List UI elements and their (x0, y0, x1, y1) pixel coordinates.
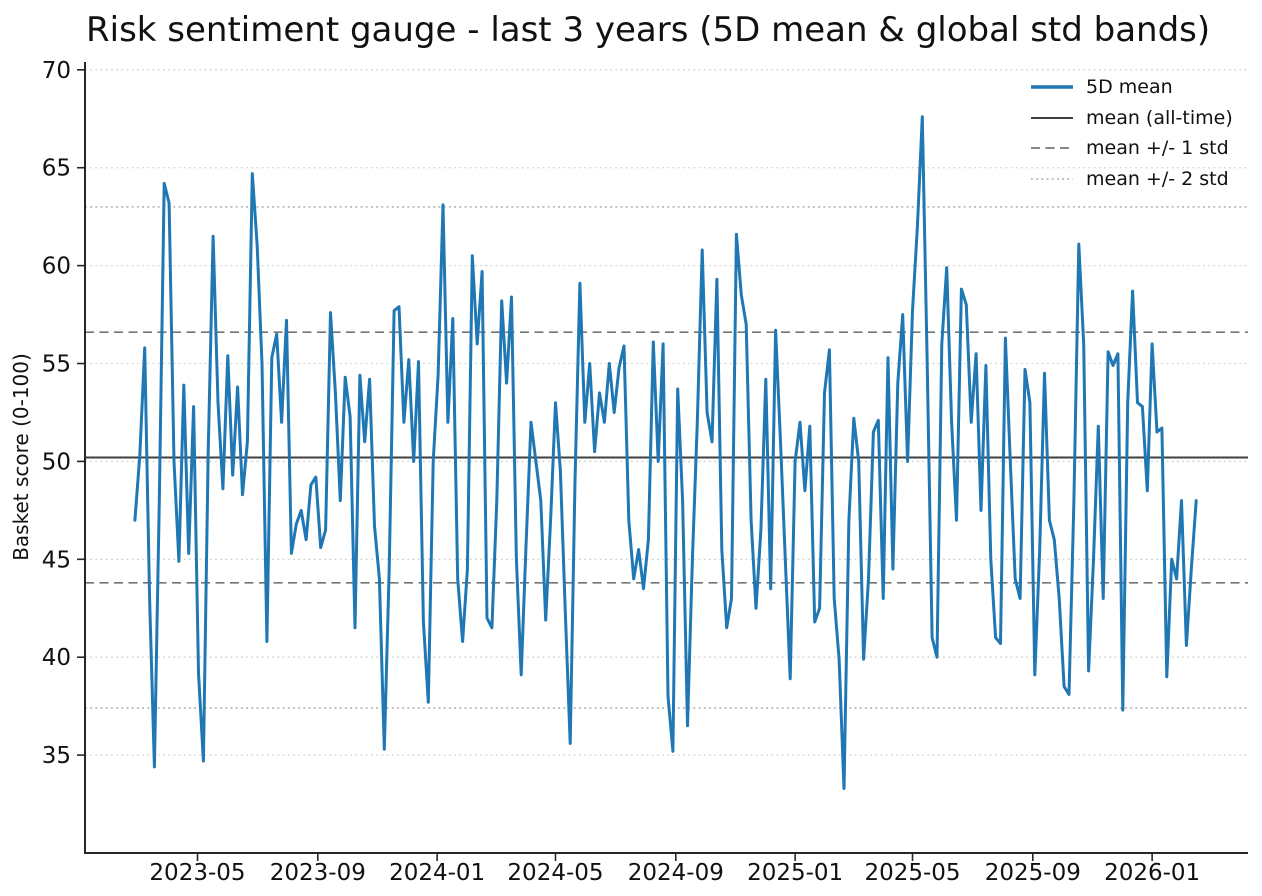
x-tick-label: 2023-09 (270, 860, 366, 886)
x-tick-label: 2025-01 (747, 860, 843, 886)
x-tick-label: 2026-01 (1104, 860, 1200, 886)
legend-line-sample (1031, 85, 1073, 89)
x-tick-label: 2024-01 (389, 860, 485, 886)
y-tick-label: 55 (42, 352, 71, 378)
x-tick-label: 2025-09 (985, 860, 1081, 886)
y-axis-label: Basket score (0-100) (9, 353, 33, 561)
x-tick-label: 2025-05 (864, 860, 960, 886)
legend-line-sample (1031, 116, 1073, 119)
x-tick-label: 2024-09 (628, 860, 724, 886)
legend-line-sample (1031, 177, 1073, 180)
axes-spines (84, 62, 1248, 854)
legend-label: mean (all-time) (1086, 106, 1233, 129)
y-tick-label: 40 (42, 645, 71, 671)
legend-line-sample (1031, 147, 1073, 150)
y-tick-label: 45 (42, 547, 71, 573)
legend-label: 5D mean (1086, 76, 1173, 99)
x-axis-ticks: 2023-05 2023-09 2024-01 2024-05 2024-09 2025-… (149, 853, 1200, 886)
legend-item: mean (all-time) (1031, 103, 1233, 134)
legend-item: mean +/- 2 std (1031, 164, 1233, 195)
legend-item: mean +/- 1 std (1031, 133, 1233, 164)
legend-item: 5D mean (1031, 72, 1233, 103)
y-tick-label: 70 (42, 58, 71, 84)
y-axis-ticks: 35 40 45 50 55 60 65 70 (42, 58, 85, 769)
y-tick-label: 50 (42, 449, 71, 475)
y-tick-label: 65 (42, 156, 71, 182)
x-tick-label: 2024-05 (507, 860, 603, 886)
legend: 5D mean mean (all-time) mean +/- 1 std mean… (1031, 72, 1233, 194)
x-tick-label: 2023-05 (149, 860, 245, 886)
legend-label: mean +/- 2 std (1086, 167, 1229, 190)
y-tick-label: 60 (42, 254, 71, 280)
chart-title: Risk sentiment gauge - last 3 years (5D … (86, 10, 1211, 50)
y-tick-label: 35 (42, 743, 71, 769)
legend-label: mean +/- 1 std (1086, 137, 1229, 160)
series-5d-mean (133, 115, 1198, 790)
